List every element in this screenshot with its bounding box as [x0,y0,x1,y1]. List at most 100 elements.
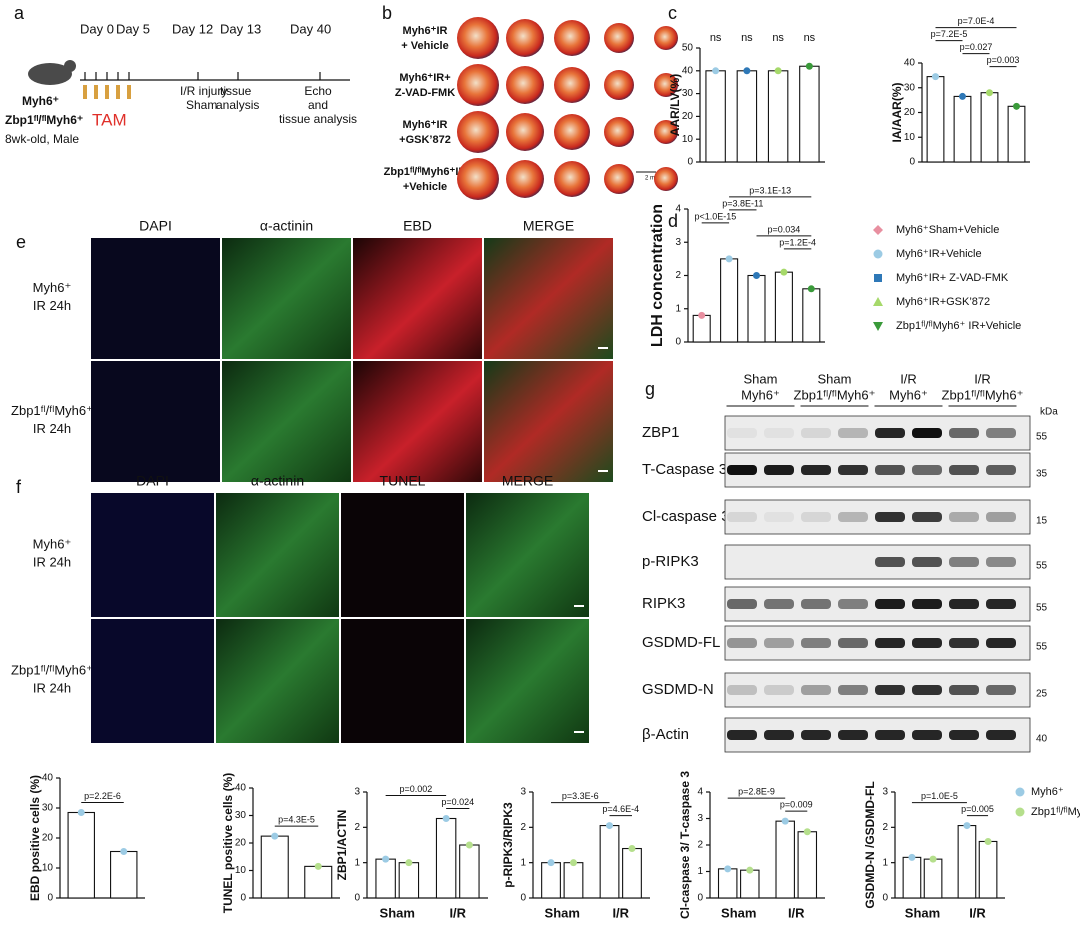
mouse-label: Myh6⁺ [22,94,59,108]
heart-slice [554,114,590,150]
band [727,428,757,438]
protein-label: GSDMD-FL [642,634,720,651]
day-label: Day 0 [80,21,114,36]
y-tick-label: 30 [904,82,916,93]
panel-label: f [16,477,22,497]
y-tick-label: 1 [675,303,681,314]
band [986,465,1016,475]
p-value: p=0.003 [987,55,1020,65]
legend-marker [874,274,882,282]
y-tick-label: 4 [697,787,703,798]
y-tick-label: 20 [42,833,54,844]
heart-slice [506,160,544,198]
y-tick-label: 0 [882,893,888,904]
band [949,512,979,522]
mean-dot [382,855,390,863]
bar [740,869,760,899]
kda-label: 55 [1036,432,1048,443]
heart-slice [554,67,590,103]
y-tick-label: 30 [42,803,54,814]
mean-dot [803,828,811,836]
band [801,638,831,648]
row-label: IR 24h [33,554,71,569]
band [875,685,905,695]
micrograph [91,619,214,743]
band [764,512,794,522]
band [727,730,757,740]
bar [110,850,138,899]
mean-dot [986,89,993,97]
band [949,730,979,740]
x-tick-label: I/R [612,905,629,920]
column-header: DAPI [136,473,169,489]
band [949,557,979,567]
legend-marker [1015,807,1025,817]
micrograph [484,361,613,482]
y-tick-label: 40 [235,783,247,794]
band [727,599,757,609]
band [912,730,942,740]
event-label: Echo [304,84,332,98]
bar [957,825,977,899]
bar [736,70,758,163]
syringe [83,85,87,99]
column-header: α-actinin [251,473,304,489]
y-tick-label: 10 [42,863,54,874]
mean-dot [628,845,636,853]
bar [980,92,999,163]
day-label: Day 5 [116,21,150,36]
annotation: ns [710,32,722,44]
mean-dot [712,67,720,75]
bar [799,65,820,163]
legend-marker [873,225,883,235]
p-value: p=0.002 [399,784,432,794]
band [764,599,794,609]
kda-label: 40 [1036,734,1048,745]
y-axis-label: AAR/LV(%) [668,74,682,136]
x-tick-label: I/R [449,905,466,920]
mouse-icon [64,60,76,72]
mean-dot [569,859,577,867]
y-tick-label: 20 [682,111,694,122]
band [838,730,868,740]
row-label: IR 24h [33,421,71,436]
band [949,685,979,695]
x-tick-label: I/R [969,905,986,920]
band [801,512,831,522]
bar [398,862,420,899]
mean-dot [929,855,937,863]
mean-dot [1013,102,1020,110]
micrograph [353,361,482,482]
y-tick-label: 40 [42,773,54,784]
p-value: p=0.009 [780,800,813,810]
kda-label: 55 [1036,561,1048,572]
mean-dot [442,815,450,822]
y-axis-label: LDH concentration [649,204,666,347]
column-header: TUNEL [380,473,426,489]
bar [747,274,766,343]
micrograph [466,493,589,617]
annotation: ns [804,32,816,44]
kda-unit: kDa [1040,407,1058,418]
legend-marker [1015,787,1025,797]
x-tick-label: Sham [721,905,756,920]
event-label: tissue analysis [279,112,357,126]
bar [774,271,793,343]
heart-slice [506,113,544,151]
heart-slice [604,164,634,194]
legend-marker [873,322,883,331]
y-tick-label: 1 [354,857,360,868]
bar [705,70,726,163]
panel-label: e [16,232,26,252]
event-label: analysis [216,98,259,112]
legend-marker [873,249,883,259]
column-header: EBD [403,218,432,234]
bar [902,856,922,899]
kda-label: 55 [1036,603,1048,614]
bar [692,314,711,343]
band [949,638,979,648]
mean-dot [77,809,85,816]
column-header: α-actinin [260,218,313,234]
row-label: +Vehicle [403,181,447,193]
